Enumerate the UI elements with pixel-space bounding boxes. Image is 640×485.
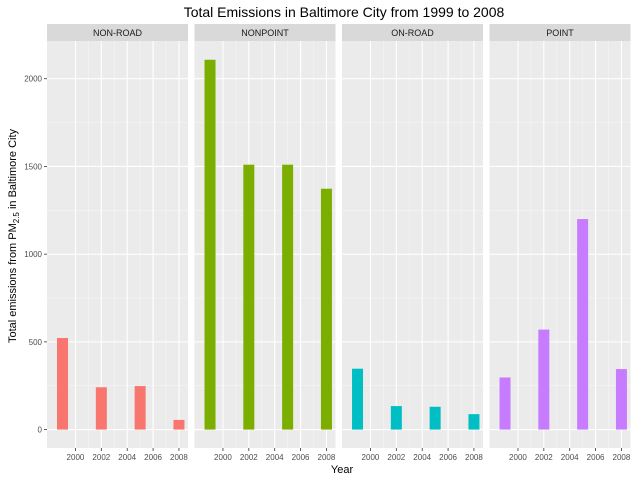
x-tick-label: 2004 (561, 453, 579, 462)
facet-strip-label: NON-ROAD (93, 28, 142, 38)
facet-panel-background (489, 41, 631, 448)
x-tick-label: 2008 (170, 453, 188, 462)
bar (577, 219, 589, 430)
x-tick-label: 2008 (465, 453, 483, 462)
bar (615, 369, 627, 430)
x-tick-label: 2006 (144, 453, 162, 462)
bar (282, 164, 294, 430)
facet-panel-background (47, 41, 188, 448)
y-axis-title: Total emissions from PM2.5 in Baltimore … (7, 128, 21, 343)
bar (390, 406, 402, 430)
bar (243, 164, 255, 430)
x-tick-label: 2002 (535, 453, 553, 462)
x-tick-label: 2000 (214, 453, 232, 462)
facet-strip (342, 24, 483, 41)
bar (538, 329, 550, 430)
x-tick-label: 2006 (587, 453, 605, 462)
x-tick-label: 2000 (67, 453, 85, 462)
facet-strip-label: ON-ROAD (391, 28, 434, 38)
y-tick-label: 2000 (24, 75, 42, 84)
chart-title: Total Emissions in Baltimore City from 1… (184, 4, 505, 20)
bar (204, 59, 216, 430)
x-tick-label: 2008 (613, 453, 631, 462)
facet-strip (47, 24, 188, 41)
x-tick-label: 2000 (362, 453, 380, 462)
y-axis-title-suffix: in Baltimore City (7, 128, 19, 212)
facet-strip-label: POINT (546, 28, 574, 38)
bar (134, 386, 146, 430)
x-tick-label: 2006 (292, 453, 310, 462)
facet-panel-background (342, 41, 483, 448)
y-tick-label: 1000 (24, 250, 42, 259)
x-tick-label: 2004 (118, 453, 136, 462)
bar (57, 338, 69, 430)
facet-strip (489, 24, 631, 41)
bar (173, 419, 185, 430)
bar (499, 377, 511, 430)
facet-strip-label: NONPOINT (241, 28, 289, 38)
bar (429, 406, 441, 430)
x-tick-label: 2008 (318, 453, 336, 462)
y-tick-label: 0 (38, 426, 43, 435)
bar (468, 414, 480, 430)
facet-strip (194, 24, 336, 41)
x-tick-label: 2000 (509, 453, 527, 462)
bar (95, 387, 107, 430)
bar (320, 188, 332, 430)
x-tick-label: 2002 (387, 453, 405, 462)
x-tick-label: 2002 (92, 453, 110, 462)
facet-panels: 0 500 1000 1500 2000 NON-ROAD 2000 2002 2004 2006… (24, 24, 631, 462)
y-axis-title-prefix: Total emissions from PM (7, 223, 19, 343)
x-tick-label: 2002 (240, 453, 258, 462)
facet-panel-background (194, 41, 336, 448)
x-tick-label: 2004 (266, 453, 284, 462)
y-tick-label: 500 (29, 338, 43, 347)
y-axis-title-subscript: 2.5 (12, 212, 21, 224)
bar (352, 368, 364, 430)
x-axis-title: Year (331, 464, 354, 476)
x-tick-label: 2004 (413, 453, 431, 462)
y-tick-label: 1500 (24, 162, 42, 171)
x-tick-label: 2006 (439, 453, 457, 462)
